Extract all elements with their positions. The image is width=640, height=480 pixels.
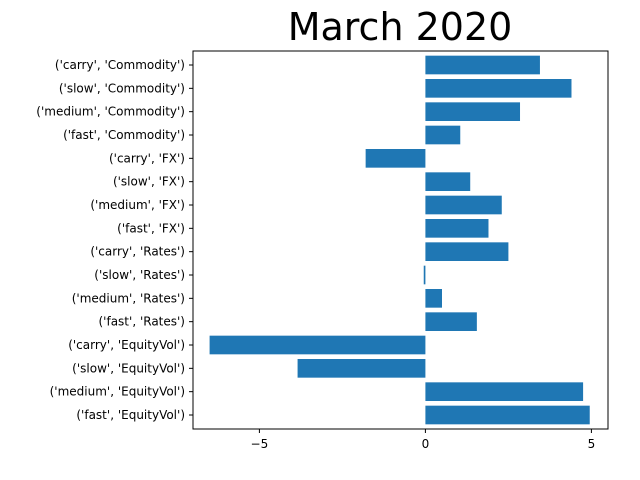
- y-tick-label: ('slow', 'FX'): [113, 175, 185, 189]
- x-tick-label: −5: [251, 437, 269, 451]
- bar: [425, 219, 489, 238]
- chart-title: March 2020: [288, 5, 513, 49]
- bar: [425, 55, 540, 75]
- bar: [425, 312, 477, 331]
- bar: [425, 172, 471, 191]
- y-tick-label: ('medium', 'Commodity'): [36, 105, 185, 119]
- x-tick-label: 0: [422, 437, 430, 451]
- bar: [425, 125, 461, 145]
- plot-frame: [192, 50, 609, 430]
- y-tick-label: ('carry', 'Rates'): [90, 245, 185, 259]
- y-tick-label: ('slow', 'Rates'): [94, 268, 185, 282]
- y-tick-label: ('slow', 'Commodity'): [59, 81, 185, 95]
- bars-group: [209, 55, 590, 425]
- y-tick-label: ('fast', 'EquityVol'): [76, 408, 185, 422]
- bar: [425, 405, 590, 425]
- y-tick-label: ('carry', 'FX'): [109, 151, 185, 165]
- y-tick-label: ('carry', 'EquityVol'): [68, 338, 185, 352]
- bar: [297, 359, 426, 378]
- bar: [423, 265, 426, 285]
- bar: [425, 382, 584, 401]
- bar: [425, 289, 442, 308]
- y-tick-label: ('slow', 'EquityVol'): [72, 361, 185, 375]
- y-tick-label: ('fast', 'FX'): [117, 221, 185, 235]
- bar: [425, 102, 521, 121]
- y-tick-labels: ('fast', 'EquityVol') ('medium', 'EquityV…: [36, 58, 193, 422]
- bar: [425, 195, 502, 215]
- x-tick-label: 5: [588, 437, 596, 451]
- bar: [425, 242, 509, 261]
- y-tick-label: ('fast', 'Commodity'): [63, 128, 185, 142]
- y-tick-label: ('medium', 'EquityVol'): [50, 385, 185, 399]
- y-tick-label: ('medium', 'Rates'): [72, 291, 185, 305]
- bar: [365, 149, 426, 168]
- y-tick-label: ('fast', 'Rates'): [99, 315, 186, 329]
- x-ticks: −5 0 5: [251, 429, 596, 451]
- bar: [425, 79, 572, 98]
- bar: [209, 335, 426, 355]
- y-tick-label: ('carry', 'Commodity'): [55, 58, 185, 72]
- y-tick-label: ('medium', 'FX'): [90, 198, 185, 212]
